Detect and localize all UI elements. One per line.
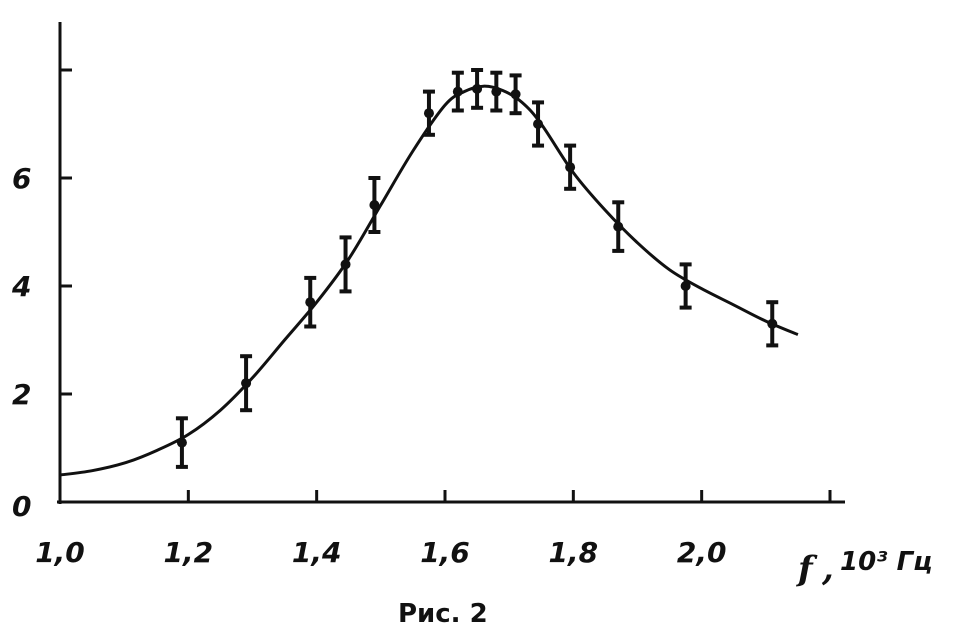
x-tick-label: 1,8 [549,536,599,569]
y-tick-label: 6 [12,162,31,195]
data-point [532,100,545,148]
data-point [304,275,317,329]
data-point [451,70,464,113]
point-marker [369,200,380,210]
x-tick-label: 2,0 [677,536,727,569]
point-marker [613,221,624,232]
data-point [339,235,352,294]
data-point [564,143,577,191]
data-point [490,70,503,113]
point-marker [533,119,544,129]
point-marker [452,86,463,97]
data-point [766,300,779,348]
point-marker [305,297,316,308]
data-points [175,68,779,469]
data-point [679,262,692,310]
data-point [471,68,484,110]
x-tick-label: 1,6 [420,536,470,569]
point-marker [510,89,521,100]
x-axis-title: f [796,549,818,589]
point-marker [423,108,434,119]
y-ticks: 0 2 4 6 [11,68,72,523]
x-axis-separator: , [821,549,834,589]
y-tick-label: 2 [12,378,31,411]
point-marker [176,437,187,448]
data-point [240,354,253,413]
data-point [509,73,522,116]
point-marker [767,318,778,329]
point-marker [472,83,483,94]
point-marker [340,259,351,270]
point-marker [680,281,691,291]
data-point [368,176,381,234]
figure-caption: Рис. 2 [398,599,488,629]
x-axis-unit: 10³ Гц [840,547,932,577]
y-tick-label: 0 [12,490,31,523]
point-marker [565,162,576,173]
data-point [422,89,435,137]
data-point [612,200,625,253]
x-tick-label: 1,0 [35,536,85,569]
data-point [175,416,188,469]
point-marker [491,86,502,97]
y-tick-label: 4 [11,270,31,303]
x-ticks: 1,0 1,2 1,4 1,6 1,8 2,0 [35,490,832,569]
x-tick-label: 1,2 [164,536,214,569]
x-tick-label: 1,4 [292,536,342,569]
point-marker [241,378,252,389]
